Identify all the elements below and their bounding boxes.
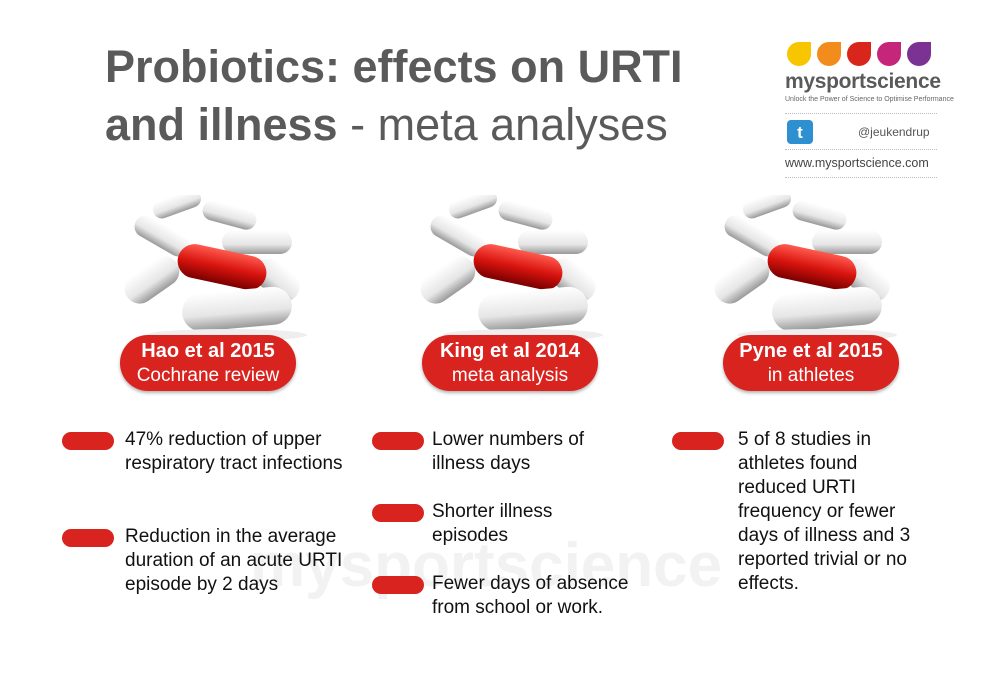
pills-image: [122, 195, 307, 341]
separator: [785, 113, 937, 114]
website: www.mysportscience.com: [785, 156, 929, 170]
bullet-marker: [672, 432, 724, 450]
logo-drops: [787, 42, 931, 66]
title-light: - meta analyses: [350, 99, 668, 150]
logo-tagline: Unlock the Power of Science to Optimise …: [785, 96, 954, 103]
study-label: King et al 2014 meta analysis: [422, 335, 598, 391]
bullet-text: 47% reduction of upper respiratory tract…: [125, 429, 343, 474]
study-label-subtitle: Cochrane review: [136, 365, 280, 386]
study-label-title: King et al 2014: [439, 340, 581, 362]
title-bold: Probiotics: effects on URTI: [105, 41, 683, 92]
separator: [785, 149, 937, 150]
bullet-marker: [372, 432, 424, 450]
study-label-subtitle: in athletes: [767, 365, 855, 386]
bullet-marker: [372, 504, 424, 522]
title: Probiotics: effects on URTI and illness …: [105, 38, 745, 154]
study-label-title: Hao et al 2015: [141, 340, 275, 362]
bullet-text: Shorter illness episodes: [432, 501, 553, 546]
twitter-handle: @jeukendrup: [858, 125, 930, 139]
study-label-title: Pyne et al 2015: [739, 340, 883, 362]
bullet-text: Fewer days of absence from school or wor…: [432, 573, 629, 618]
bullet-text: Lower numbers of illness days: [432, 429, 585, 474]
bullet-text: Reduction in the average duration of an …: [125, 526, 343, 595]
separator: [785, 177, 937, 178]
pills-image: [712, 195, 897, 341]
watermark: mysportscience: [250, 531, 723, 600]
study-label: Pyne et al 2015 in athletes: [723, 335, 899, 391]
pills-image: [418, 195, 603, 341]
study-label: Hao et al 2015 Cochrane review: [120, 335, 296, 391]
bullet-marker: [62, 529, 114, 547]
bullet-marker: [372, 576, 424, 594]
bullet-text: 5 of 8 studies in athletes found reduced…: [738, 429, 911, 594]
study-label-subtitle: meta analysis: [451, 365, 569, 386]
logo-name: mysportscience: [785, 70, 941, 93]
svg-text:t: t: [797, 123, 803, 142]
bullet-marker: [62, 432, 114, 450]
title-bold: and illness: [105, 99, 338, 150]
twitter-icon: t: [787, 120, 813, 144]
